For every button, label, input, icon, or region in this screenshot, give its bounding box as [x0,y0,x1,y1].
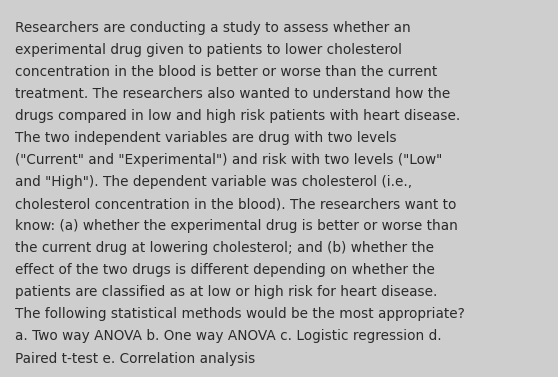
Text: know: (a) whether the experimental drug is better or worse than: know: (a) whether the experimental drug … [15,219,458,233]
Text: experimental drug given to patients to lower cholesterol: experimental drug given to patients to l… [15,43,402,57]
Text: Paired t-test e. Correlation analysis: Paired t-test e. Correlation analysis [15,351,256,366]
Text: ("Current" and "Experimental") and risk with two levels ("Low": ("Current" and "Experimental") and risk … [15,153,442,167]
Text: The two independent variables are drug with two levels: The two independent variables are drug w… [15,131,397,145]
Text: concentration in the blood is better or worse than the current: concentration in the blood is better or … [15,65,437,79]
Text: cholesterol concentration in the blood). The researchers want to: cholesterol concentration in the blood).… [15,197,456,211]
Text: patients are classified as at low or high risk for heart disease.: patients are classified as at low or hig… [15,285,437,299]
Text: and "High"). The dependent variable was cholesterol (i.e.,: and "High"). The dependent variable was … [15,175,412,189]
Text: effect of the two drugs is different depending on whether the: effect of the two drugs is different dep… [15,263,435,277]
Text: The following statistical methods would be the most appropriate?: The following statistical methods would … [15,308,465,322]
Text: drugs compared in low and high risk patients with heart disease.: drugs compared in low and high risk pati… [15,109,460,123]
Text: a. Two way ANOVA b. One way ANOVA c. Logistic regression d.: a. Two way ANOVA b. One way ANOVA c. Log… [15,329,442,343]
Text: treatment. The researchers also wanted to understand how the: treatment. The researchers also wanted t… [15,87,450,101]
Text: Researchers are conducting a study to assess whether an: Researchers are conducting a study to as… [15,21,411,35]
Text: the current drug at lowering cholesterol; and (b) whether the: the current drug at lowering cholesterol… [15,241,434,255]
